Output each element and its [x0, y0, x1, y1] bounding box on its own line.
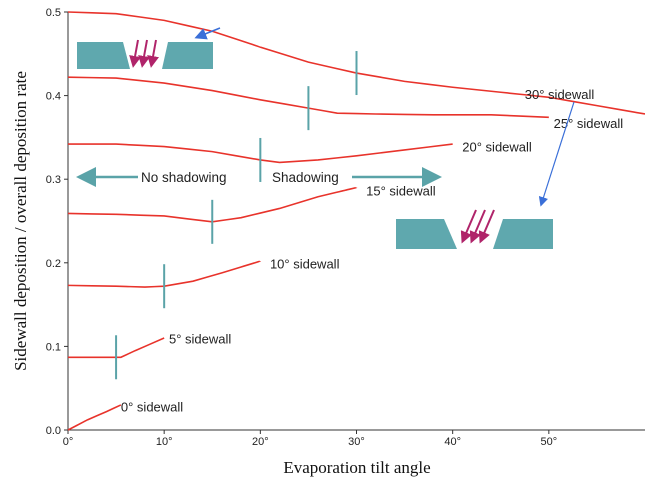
series-label-6: 30° sidewall: [525, 87, 595, 102]
flux-arrow-3: [147, 39, 159, 68]
right-block-bottom: [493, 219, 553, 249]
x-tick-label-1: 10°: [156, 436, 173, 448]
series-label-5: 25° sidewall: [554, 116, 624, 131]
series-label-1: 5° sidewall: [169, 332, 231, 347]
pointer-arrow-top: [194, 27, 221, 40]
y-tick-label-2: 0.2: [46, 258, 61, 270]
series-line-1: [68, 337, 165, 359]
y-tick-label-0: 0.0: [46, 425, 61, 437]
left-block-top: [77, 42, 130, 69]
y-tick-label-3: 0.3: [46, 174, 61, 186]
x-tick-label-2: 20°: [252, 436, 269, 448]
x-tick-label-0: 0°: [63, 436, 74, 448]
flux-arrow-4: [460, 209, 477, 244]
shadowing-label: Shadowing: [272, 170, 339, 185]
inset-tilted-sidewall-diagram: [396, 101, 575, 249]
flux-arrow-2: [138, 39, 150, 68]
axis-ticks: 0° 10° 20° 30° 40° 50° 0.0 0.1 0.2 0.3 0.4 0.5: [46, 7, 557, 448]
series-line-3: [67, 186, 357, 223]
no-shadowing-label: No shadowing: [141, 170, 227, 185]
inset-vertical-sidewall-diagram: [77, 27, 221, 69]
x-tick-label-3: 30°: [348, 436, 365, 448]
left-block-bottom: [396, 219, 457, 249]
y-tick-label-5: 0.5: [46, 7, 61, 19]
flux-arrow-1: [129, 39, 141, 68]
y-tick-label-4: 0.4: [46, 91, 61, 103]
series-line-0: [67, 404, 122, 431]
series-label-0: 0° sidewall: [121, 399, 183, 414]
flux-arrow-6: [478, 209, 495, 244]
y-tick-label-1: 0.1: [46, 341, 61, 353]
flux-arrow-5: [469, 209, 486, 244]
pointer-arrow-right: [538, 101, 575, 207]
series-label-3: 15° sidewall: [366, 184, 436, 199]
series-label-4: 20° sidewall: [462, 139, 532, 154]
shadowing-annotation: No shadowing Shadowing: [76, 167, 442, 187]
series-line-4: [68, 143, 453, 164]
x-tick-label-5: 50°: [541, 436, 558, 448]
y-axis-title: Sidewall deposition / overall deposition…: [11, 71, 30, 371]
right-block-top: [162, 42, 213, 69]
series-labels: 0° sidewall 5° sidewall 10° sidewall 15° si…: [121, 87, 623, 415]
x-tick-label-4: 40°: [444, 436, 461, 448]
x-axis-title: Evaporation tilt angle: [283, 458, 430, 477]
series-label-2: 10° sidewall: [270, 256, 340, 271]
series-lines: [67, 11, 645, 431]
